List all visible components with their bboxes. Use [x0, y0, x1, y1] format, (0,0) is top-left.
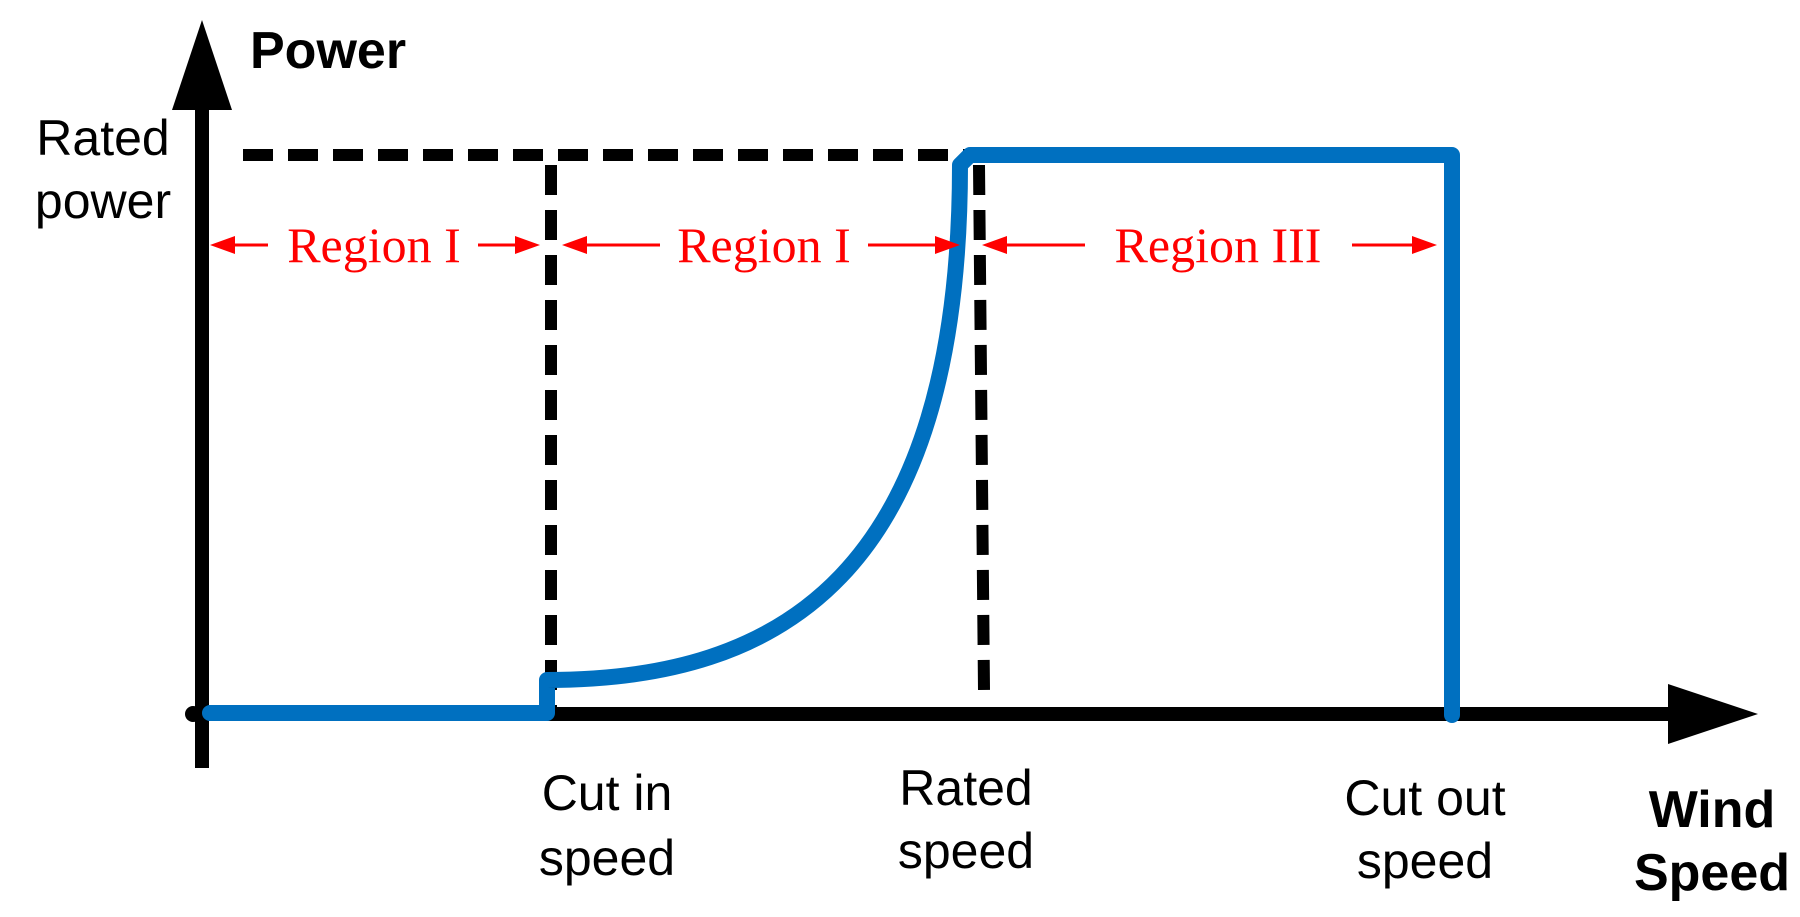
cut-out-speed-label-line1: Cut out	[1344, 770, 1505, 826]
rated-speed-dashed-line	[973, 164, 990, 691]
origin-dot	[185, 706, 201, 722]
rated-speed-label-line1: Rated	[899, 760, 1032, 816]
cut-out-speed-label-line2: speed	[1357, 833, 1493, 889]
rated-power-label-line1: Rated	[36, 110, 169, 166]
region-3-arrows	[982, 236, 1437, 254]
region-1-label: Region I	[287, 217, 461, 273]
region-1-arrows	[210, 236, 540, 254]
cut-in-speed-label-line1: Cut in	[542, 765, 673, 821]
rated-power-label-line2: power	[35, 173, 171, 229]
x-axis-title-line2: Speed	[1634, 844, 1790, 902]
region-2-label: Region I	[677, 217, 851, 273]
region-2-arrows	[562, 236, 960, 254]
region-3-label: Region III	[1115, 217, 1322, 273]
cut-in-speed-label-line2: speed	[539, 830, 675, 886]
y-axis-arrowhead	[172, 20, 232, 110]
rated-speed-label-line2: speed	[898, 823, 1034, 879]
power-curve	[202, 147, 1460, 723]
x-axis-title-line1: Wind	[1649, 781, 1776, 839]
y-axis-title: Power	[250, 22, 406, 80]
x-axis-arrowhead	[1668, 684, 1758, 744]
